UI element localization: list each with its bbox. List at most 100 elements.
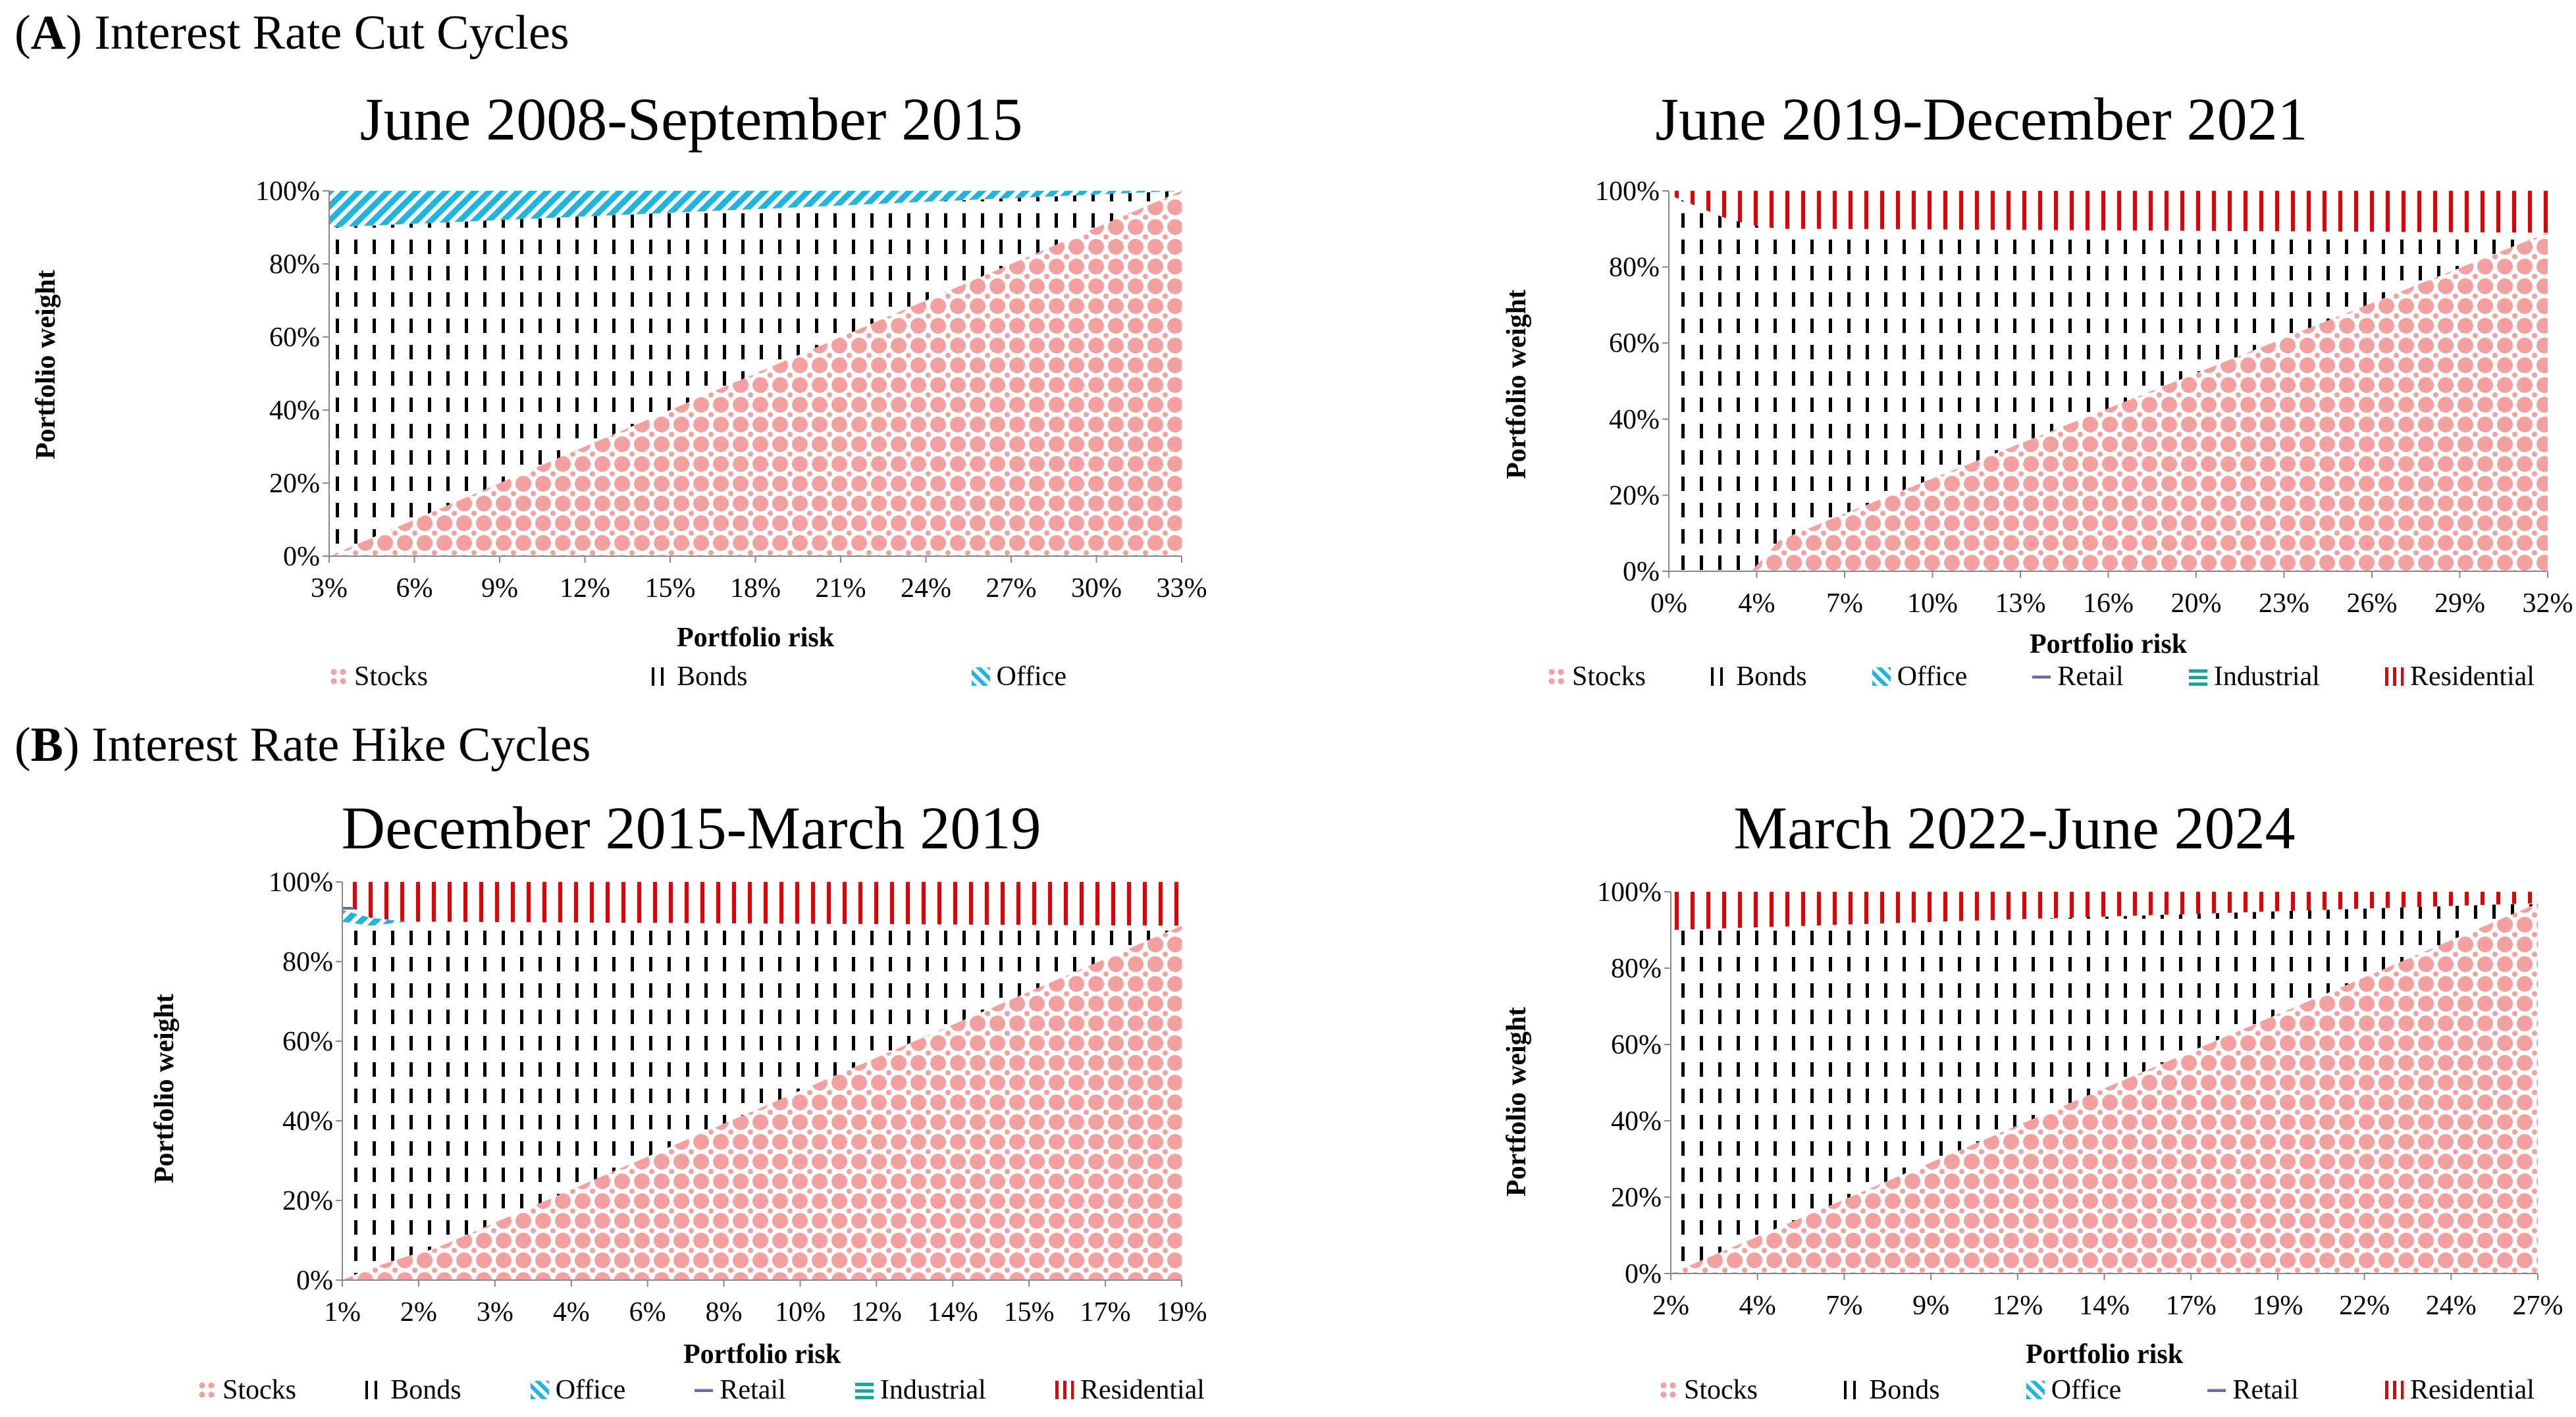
- y-tick-label: 80%: [282, 947, 333, 977]
- x-tick-label: 24%: [2426, 1291, 2477, 1321]
- legend-item-residential: Residential: [2385, 661, 2535, 692]
- legend-swatch-stocks: [329, 667, 348, 686]
- chart-legend: Stocks Bonds Office Retail Residential: [1659, 1374, 2535, 1406]
- chart-title: December 2015-March 2019: [341, 794, 1041, 862]
- legend-item-industrial: Industrial: [854, 1374, 986, 1406]
- x-tick-label: 2%: [400, 1297, 437, 1327]
- legend-item-retail: Retail: [2207, 1374, 2299, 1406]
- y-tick-label: 0%: [296, 1266, 333, 1296]
- x-tick-label: 12%: [560, 573, 610, 604]
- legend-swatch-residential: [2385, 667, 2404, 686]
- x-tick-label: 19%: [2252, 1291, 2303, 1321]
- x-tick-label: 12%: [1992, 1291, 2043, 1321]
- chart-title: June 2019-December 2021: [1655, 86, 2308, 153]
- area-bonds: [329, 191, 1182, 556]
- chart-legend: Stocks Bonds Office Retail Industrial Residen…: [197, 1374, 1205, 1406]
- legend-item-residential: Residential: [2385, 1374, 2535, 1406]
- y-tick-label: 40%: [1609, 405, 1660, 435]
- x-tick-label: 9%: [1912, 1291, 1949, 1321]
- y-tick-label: 0%: [283, 542, 320, 572]
- legend-item-bonds: Bonds: [1844, 1374, 1940, 1406]
- chart-plot: 0% 20% 40% 60% 80% 100% 3% 6% 9% 12% 15% 18% 21% 24% 2…: [255, 176, 1207, 604]
- legend-swatch-stocks: [1547, 667, 1565, 686]
- legend-label: Bonds: [677, 661, 748, 692]
- y-tick-label: 100%: [1595, 176, 1660, 207]
- chart-plot: 0% 20% 40% 60% 80% 100% 1% 2% 3% 4% 6% 8% 10% 12% 14% 1…: [269, 867, 1207, 1327]
- legend-item-bonds: Bonds: [1711, 661, 1807, 692]
- x-tick-label: 0%: [1650, 588, 1687, 619]
- chart-legend: Stocks Bonds Office Retail Industrial Residen…: [1547, 661, 2535, 692]
- legend-item-stocks: Stocks: [1547, 661, 1646, 692]
- legend-swatch-bonds: [652, 667, 671, 686]
- legend-label: Office: [996, 661, 1067, 692]
- x-tick-label: 14%: [928, 1297, 978, 1327]
- legend-swatch-industrial: [854, 1381, 874, 1399]
- x-tick-label: 29%: [2434, 588, 2485, 619]
- x-tick-label: 10%: [775, 1297, 826, 1327]
- x-tick-label: 3%: [311, 573, 348, 604]
- chart-title: March 2022-June 2024: [1733, 794, 2296, 862]
- x-tick-label: 1%: [324, 1297, 361, 1327]
- area-bonds: [1669, 194, 2548, 571]
- y-tick-label: 20%: [1611, 1183, 1662, 1213]
- legend-item-stocks: Stocks: [197, 1374, 296, 1406]
- area-stocks: [1669, 232, 2548, 572]
- x-tick-label: 30%: [1071, 573, 1122, 604]
- legend-item-bonds: Bonds: [365, 1374, 461, 1406]
- legend-swatch-stocks: [197, 1381, 216, 1399]
- y-tick-label: 40%: [269, 396, 320, 426]
- legend-swatch-office: [1872, 667, 1891, 686]
- y-tick-label: 100%: [255, 176, 320, 207]
- x-tick-label: 24%: [901, 573, 951, 604]
- x-tick-label: 6%: [396, 573, 433, 604]
- y-tick-label: 20%: [1609, 480, 1660, 511]
- x-tick-label: 23%: [2259, 588, 2309, 619]
- y-tick-label: 80%: [1609, 253, 1660, 283]
- y-tick-label: 80%: [1611, 954, 1662, 984]
- legend-label: Industrial: [2213, 661, 2320, 692]
- area-bonds: [1671, 903, 2538, 1274]
- y-tick-label: 20%: [282, 1186, 333, 1216]
- x-tick-label: 16%: [2083, 588, 2134, 619]
- area-bonds: [342, 921, 1182, 1280]
- legend-label: Stocks: [223, 1375, 297, 1405]
- y-tick-label: 60%: [1611, 1030, 1662, 1060]
- chart-plot: 0% 20% 40% 60% 80% 100% 2% 4% 7% 9% 12% 14% 17% 19% 22…: [1597, 877, 2563, 1321]
- legend-swatch-bonds: [1711, 667, 1730, 686]
- x-tick-label: 14%: [2079, 1291, 2130, 1321]
- legend-swatch-retail: [695, 1381, 714, 1399]
- x-axis-label: Portfolio risk: [676, 623, 835, 653]
- legend-label: Office: [555, 1375, 626, 1405]
- x-axis-label: Portfolio risk: [2029, 629, 2188, 659]
- legend-label: Bonds: [1869, 1375, 1940, 1405]
- x-tick-label: 4%: [1739, 588, 1775, 619]
- legend-swatch-office: [530, 1381, 549, 1399]
- x-tick-label: 13%: [1995, 588, 2046, 619]
- legend-label: Bonds: [1736, 661, 1807, 692]
- legend-label: Industrial: [880, 1375, 986, 1405]
- legend-item-stocks: Stocks: [1659, 1374, 1758, 1406]
- x-tick-label: 20%: [2171, 588, 2222, 619]
- chart-panel-2: June 2019-December 2021 Portfolio weight…: [1290, 0, 2576, 711]
- legend-label: Stocks: [354, 661, 429, 692]
- section-b-label: (B) Interest Rate Hike Cycles: [14, 718, 591, 772]
- legend-item-stocks: Stocks: [329, 661, 428, 692]
- x-tick-label: 22%: [2339, 1291, 2390, 1321]
- legend-swatch-bonds: [365, 1381, 384, 1399]
- x-tick-label: 2%: [1652, 1291, 1689, 1321]
- legend-label: Office: [2051, 1375, 2122, 1405]
- y-tick-label: 60%: [269, 322, 320, 353]
- legend-item-retail: Retail: [695, 1374, 786, 1406]
- x-tick-label: 33%: [1157, 573, 1207, 604]
- legend-swatch-bonds: [1844, 1381, 1863, 1399]
- x-axis-label: Portfolio risk: [2025, 1339, 2184, 1370]
- x-tick-label: 17%: [1080, 1297, 1131, 1327]
- y-tick-label: 100%: [269, 867, 333, 898]
- x-tick-label: 19%: [1157, 1297, 1207, 1327]
- x-tick-label: 4%: [553, 1297, 590, 1327]
- legend-swatch-office: [2026, 1381, 2045, 1399]
- x-tick-label: 21%: [816, 573, 866, 604]
- legend-label: Retail: [2057, 661, 2124, 692]
- chart-legend: Stocks Bonds Office: [329, 661, 1066, 692]
- legend-label: Stocks: [1684, 1375, 1758, 1405]
